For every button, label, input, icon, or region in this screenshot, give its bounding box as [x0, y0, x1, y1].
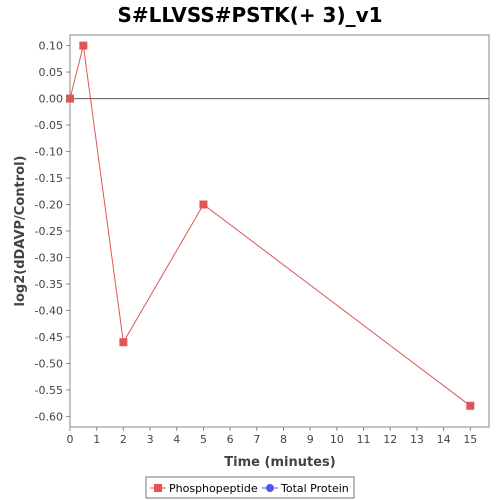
x-tick-label: 1	[93, 433, 100, 446]
data-point	[79, 41, 88, 50]
x-tick-label: 10	[330, 433, 344, 446]
x-tick-label: 5	[200, 433, 207, 446]
y-tick-label: 0.10	[39, 40, 64, 53]
plot-area	[69, 34, 490, 428]
data-point	[119, 338, 128, 347]
y-tick-label: -0.40	[35, 304, 63, 317]
y-tick-label: -0.35	[35, 278, 63, 291]
x-axis: 0 1 2 3 4 5 6 7 8 9 10 11 12 13 14 15	[67, 427, 477, 446]
y-tick-label: -0.05	[35, 119, 63, 132]
y-tick-label: -0.60	[35, 410, 63, 423]
x-tick-label: 9	[307, 433, 314, 446]
x-tick-label: 13	[410, 433, 424, 446]
y-tick-label: -0.10	[35, 146, 63, 159]
y-tick-label: -0.25	[35, 225, 63, 238]
x-axis-label: Time (minutes)	[224, 455, 335, 470]
y-tick-label: -0.15	[35, 172, 63, 185]
chart-title: S#LLVSS#PSTK(+ 3)_v1	[117, 3, 382, 27]
y-tick-label: -0.50	[35, 357, 63, 370]
y-tick-label: 0.00	[39, 93, 64, 106]
x-tick-label: 12	[383, 433, 397, 446]
x-tick-label: 6	[227, 433, 234, 446]
legend-total-protein-label: Total Protein	[280, 482, 349, 495]
x-tick-label: 4	[173, 433, 180, 446]
data-point	[466, 401, 475, 410]
legend-box	[145, 476, 355, 499]
x-tick-label: 15	[463, 433, 477, 446]
y-axis-label: log2(dDAVP/Control)	[13, 156, 28, 307]
y-tick-label: -0.55	[35, 384, 63, 397]
x-tick-label: 8	[280, 433, 287, 446]
x-tick-label: 11	[357, 433, 371, 446]
legend: Phosphopeptide Total Protein	[145, 476, 355, 499]
legend-total-protein-marker	[266, 484, 274, 492]
y-tick-label: -0.45	[35, 331, 63, 344]
data-point	[199, 200, 208, 209]
x-tick-label: 14	[437, 433, 451, 446]
y-axis: 0.10 0.05 0.00 -0.05 -0.10 -0.15 -0.20 -0.25 -0.…	[35, 40, 70, 423]
x-tick-label: 2	[120, 433, 127, 446]
x-tick-label: 7	[253, 433, 260, 446]
y-tick-label: -0.30	[35, 251, 63, 264]
y-tick-label: -0.20	[35, 199, 63, 212]
x-tick-label: 0	[67, 433, 74, 446]
legend-phosphopeptide-label: Phosphopeptide	[169, 482, 258, 495]
x-tick-label: 3	[147, 433, 154, 446]
legend-phosphopeptide-marker	[154, 484, 162, 492]
y-tick-label: 0.05	[39, 66, 64, 79]
